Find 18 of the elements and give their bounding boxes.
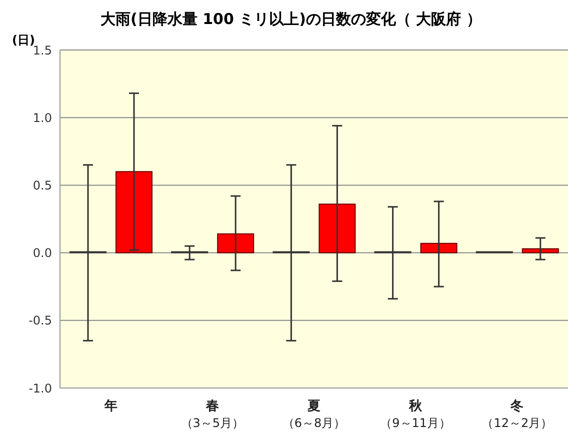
x-tick-label: 春（3～5月） bbox=[180, 399, 244, 430]
chart-title: 大雨(日降水量 100 ミリ以上)の日数の変化（ 大阪府 ） bbox=[100, 10, 482, 29]
x-tick-label: 夏（6～8月） bbox=[282, 399, 346, 430]
y-axis-title: (日) bbox=[12, 32, 35, 47]
bar bbox=[217, 233, 254, 254]
x-tick-label: 秋（9～11月） bbox=[380, 399, 452, 430]
y-tick-label: -0.5 bbox=[28, 314, 52, 328]
bar bbox=[420, 242, 458, 254]
y-tick-label: 0.0 bbox=[32, 246, 52, 260]
bar bbox=[318, 204, 356, 254]
y-tick-label: 0.5 bbox=[32, 178, 52, 192]
x-tick-label: 冬（12～2月） bbox=[482, 399, 553, 430]
y-tick-label: 1.0 bbox=[32, 110, 52, 125]
bar bbox=[116, 171, 152, 254]
y-tick-label: 1.5 bbox=[32, 43, 52, 58]
y-tick-label: -1.0 bbox=[28, 381, 52, 396]
x-tick-label: 年 bbox=[103, 399, 118, 414]
bar bbox=[522, 248, 559, 254]
